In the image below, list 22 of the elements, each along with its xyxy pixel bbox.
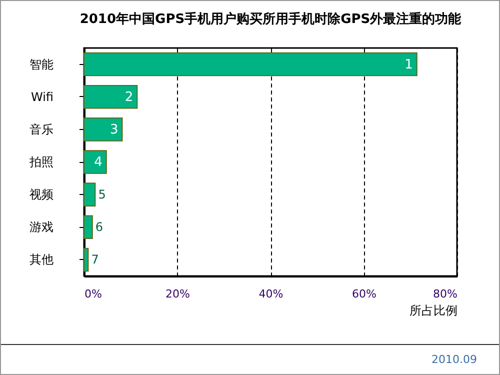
x-tick-label: 60% [352,288,376,300]
y-tick-label: 视频 [30,188,54,202]
annotation: 4 [94,155,102,170]
y-tick-label: 拍照 [28,155,54,169]
chart-title: 2010年中国GPS手机用户购买所用手机时除GPS外最注重的功能 [80,11,462,27]
annotation: 3 [110,122,118,138]
y-tick-label: Wifi [31,90,54,104]
x-axis-title: 所占比例 [410,304,458,318]
y-tick-label: 游戏 [30,220,54,234]
y-tick-label: 智能 [30,57,54,72]
y-tick-label: 音乐 [30,122,54,136]
x-tick-label: 40% [258,288,284,300]
annotation: 5 [98,188,106,202]
text: 2010.09 [432,353,477,366]
annotation: 7 [91,252,99,267]
x-tick-label: 0% [84,288,102,300]
annotation: 6 [95,220,104,234]
x-tick-label: 80% [433,288,458,300]
x-tick-label: 20% [166,288,190,300]
annotation: 1 [404,57,413,72]
y-tick-label: 其他 [30,252,54,267]
annotation: 2 [124,90,134,105]
